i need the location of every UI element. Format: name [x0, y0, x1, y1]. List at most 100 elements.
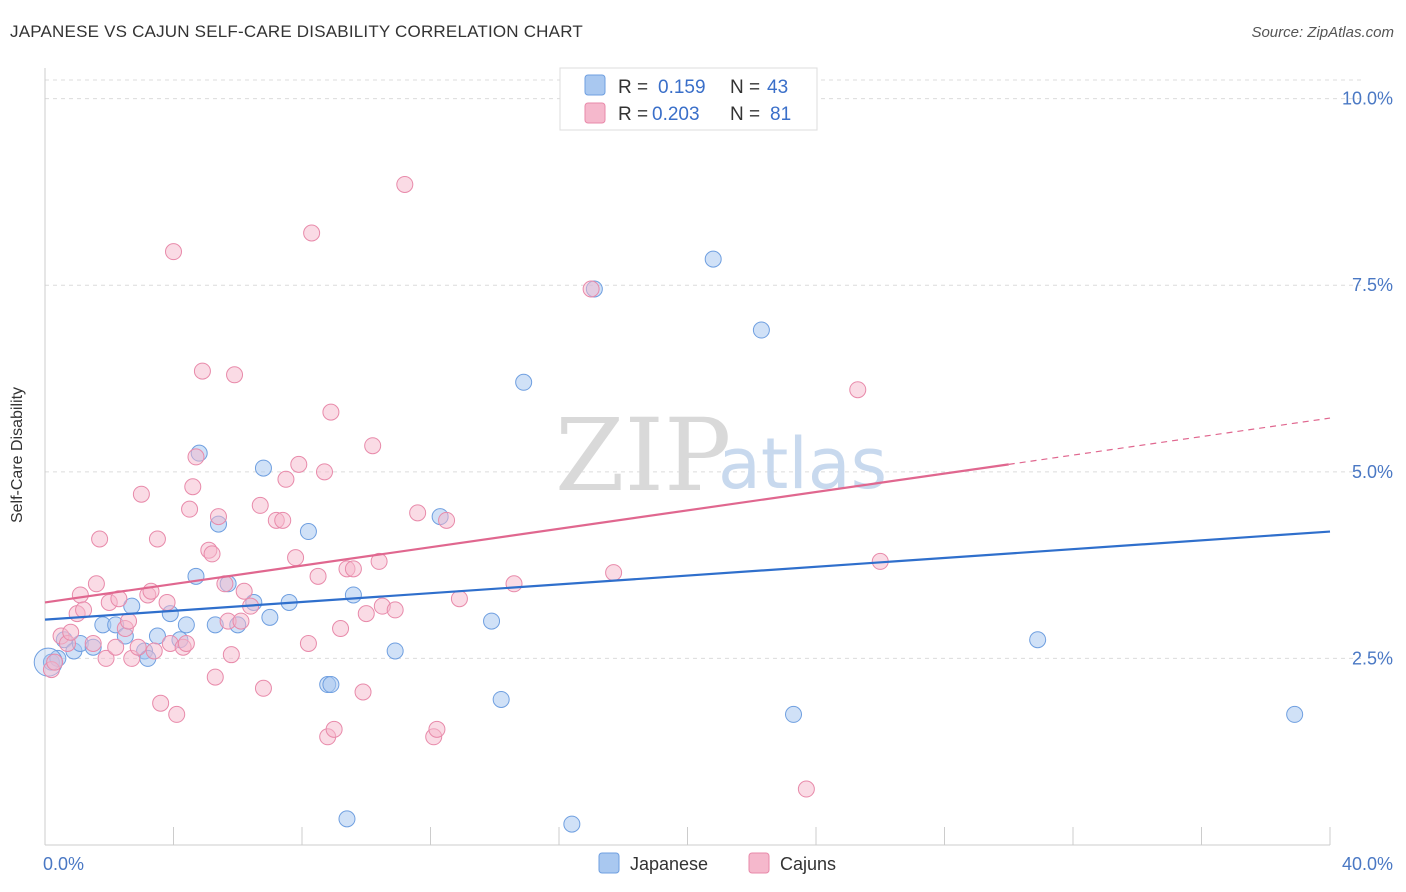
cajun-point: [91, 530, 109, 548]
cajun-point: [158, 593, 176, 611]
cajun-point: [168, 705, 186, 723]
y-tick-label: 7.5%: [1352, 275, 1393, 295]
legend-r-label-cajun: R =: [618, 104, 648, 125]
cajun-point: [62, 623, 80, 641]
cajun-point: [315, 463, 333, 481]
cajun-point: [332, 620, 350, 638]
cajun-point: [46, 653, 64, 671]
cajun-point: [206, 668, 224, 686]
bottom-legend-label-cajun: Cajuns: [780, 854, 836, 874]
trend-line-japanese: [44, 530, 1331, 621]
cajun-point: [290, 455, 308, 473]
bottom-legend-label-japanese: Japanese: [630, 854, 708, 874]
legend-r-value-cajun: 0.203: [652, 104, 700, 125]
japanese-point: [338, 810, 356, 828]
cajun-point: [222, 646, 240, 664]
cajun-point: [299, 634, 317, 652]
watermark-atlas: atlas: [718, 423, 887, 505]
cajun-point: [187, 448, 205, 466]
cajun-point: [132, 485, 150, 503]
grid: [45, 79, 1365, 659]
cajun-point: [274, 511, 292, 529]
y-tick-label: 2.5%: [1352, 648, 1393, 668]
japanese-point: [344, 586, 362, 604]
cajun-point: [849, 381, 867, 399]
cajun-points: [42, 175, 889, 798]
cajun-point: [357, 605, 375, 623]
cajun-point: [251, 496, 269, 514]
japanese-point: [752, 321, 770, 339]
japanese-points: [33, 250, 1304, 833]
x-tick-label: 0.0%: [43, 854, 84, 874]
cajun-point: [84, 634, 102, 652]
legend-n-value-japanese: 43: [767, 77, 788, 98]
cajun-point: [120, 612, 138, 630]
japanese-point: [1286, 705, 1304, 723]
chart-source: Source: ZipAtlas.com: [1251, 24, 1394, 41]
legend-r-value-japanese: 0.159: [658, 77, 706, 98]
cajun-point: [354, 683, 372, 701]
cajun-point: [87, 575, 105, 593]
cajun-point: [322, 403, 340, 421]
cajun-point: [110, 590, 128, 608]
trend-line-cajun: [44, 463, 1009, 604]
cajun-point: [450, 590, 468, 608]
legend-n-label-japanese: N =: [730, 77, 760, 98]
bottom-legend-swatch-japanese: [598, 852, 620, 874]
cajun-point: [428, 720, 446, 738]
japanese-point: [254, 459, 272, 477]
cajun-point: [203, 545, 221, 563]
japanese-point: [492, 690, 510, 708]
watermark: ZIP atlas: [555, 397, 887, 514]
axes: [44, 68, 1331, 846]
cajun-point: [364, 437, 382, 455]
cajun-point: [582, 280, 600, 298]
cajun-point: [177, 634, 195, 652]
legend-n-label-cajun: N =: [730, 104, 760, 125]
japanese-point: [322, 676, 340, 694]
cajun-point: [605, 564, 623, 582]
cajun-point: [165, 243, 182, 261]
cajun-point: [152, 694, 170, 712]
legend-swatch-japanese: [584, 74, 606, 96]
bottom-legend-swatch-cajun: [748, 852, 770, 874]
cajun-point: [209, 508, 227, 526]
cajun-point: [309, 567, 327, 585]
cajun-point: [409, 504, 427, 522]
cajun-point: [797, 780, 815, 798]
cajun-point: [235, 582, 253, 600]
cajun-point: [148, 530, 166, 548]
japanese-point: [1029, 631, 1047, 649]
bottom-legend: Japanese Cajuns: [598, 852, 836, 874]
legend-r-label-japanese: R =: [618, 77, 648, 98]
cajun-point: [254, 679, 272, 697]
cajun-point: [145, 642, 163, 660]
cajun-point: [438, 511, 456, 529]
cajun-point: [184, 478, 202, 496]
japanese-point: [299, 523, 317, 541]
trend-line-cajun-extension: [1008, 417, 1331, 465]
y-tick-label: 5.0%: [1352, 462, 1393, 482]
cajun-point: [505, 575, 523, 593]
legend-swatch-cajun: [584, 102, 606, 124]
japanese-point: [386, 642, 404, 660]
legend-n-value-cajun: 81: [770, 104, 791, 125]
cajun-point: [193, 362, 211, 380]
cajun-point: [97, 649, 115, 667]
cajun-point: [287, 549, 305, 567]
cajun-point: [386, 601, 404, 619]
chart-title: JAPANESE VS CAJUN SELF-CARE DISABILITY C…: [10, 22, 583, 41]
cajun-point: [71, 586, 89, 604]
japanese-point: [261, 608, 279, 626]
trend-lines: [44, 417, 1331, 621]
japanese-point: [515, 373, 533, 391]
japanese-point: [563, 815, 581, 833]
japanese-point: [177, 616, 195, 634]
cajun-point: [396, 175, 414, 193]
cajun-point: [181, 500, 199, 518]
legend-box: R = 0.159 N = 43 R = 0.203 N = 81: [559, 67, 818, 131]
cajun-point: [129, 638, 147, 656]
tick-labels: 2.5% 5.0% 7.5% 10.0% 0.0% 40.0%: [43, 89, 1393, 874]
cajun-point: [344, 560, 362, 578]
